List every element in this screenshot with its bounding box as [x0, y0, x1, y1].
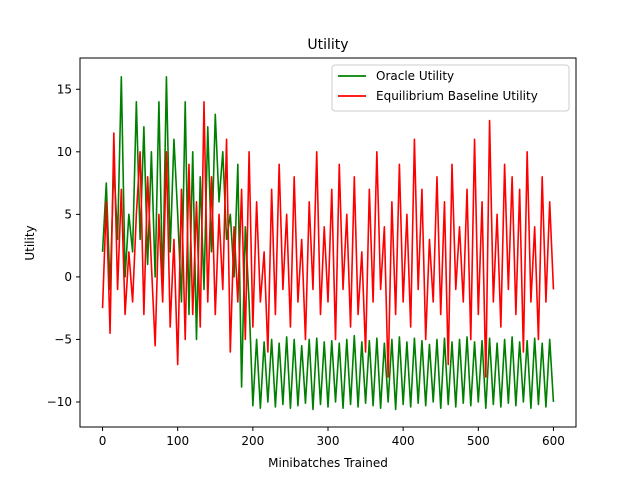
- x-tick-label: 0: [99, 434, 107, 448]
- y-axis-label: Utility: [23, 225, 37, 260]
- y-tick-label: 5: [64, 207, 72, 221]
- y-tick-label: 0: [64, 270, 72, 284]
- y-axis: −10 −5 0 5 10 15: [47, 82, 80, 409]
- x-tick-label: 400: [392, 434, 415, 448]
- x-tick-label: 300: [317, 434, 340, 448]
- y-tick-label: −5: [54, 332, 72, 346]
- x-tick-label: 100: [166, 434, 189, 448]
- x-tick-label: 500: [467, 434, 490, 448]
- legend: Oracle Utility Equilibrium Baseline Utili…: [331, 64, 570, 112]
- y-tick-label: −10: [47, 395, 72, 409]
- x-axis: 0 100 200 300 400 500 600: [99, 427, 565, 448]
- series-layer: [101, 75, 555, 411]
- y-tick-label: 15: [57, 82, 72, 96]
- legend-box: [331, 64, 570, 112]
- legend-entry: Equilibrium Baseline Utility: [376, 89, 538, 103]
- x-tick-label: 200: [241, 434, 264, 448]
- legend-entry: Oracle Utility: [376, 69, 454, 83]
- chart-title: Utility: [307, 37, 348, 53]
- x-axis-label: Minibatches Trained: [268, 456, 388, 470]
- y-tick-label: 10: [57, 145, 72, 159]
- series-line-oracle: [101, 75, 555, 411]
- x-tick-label: 600: [542, 434, 565, 448]
- series-line-baseline: [101, 100, 555, 378]
